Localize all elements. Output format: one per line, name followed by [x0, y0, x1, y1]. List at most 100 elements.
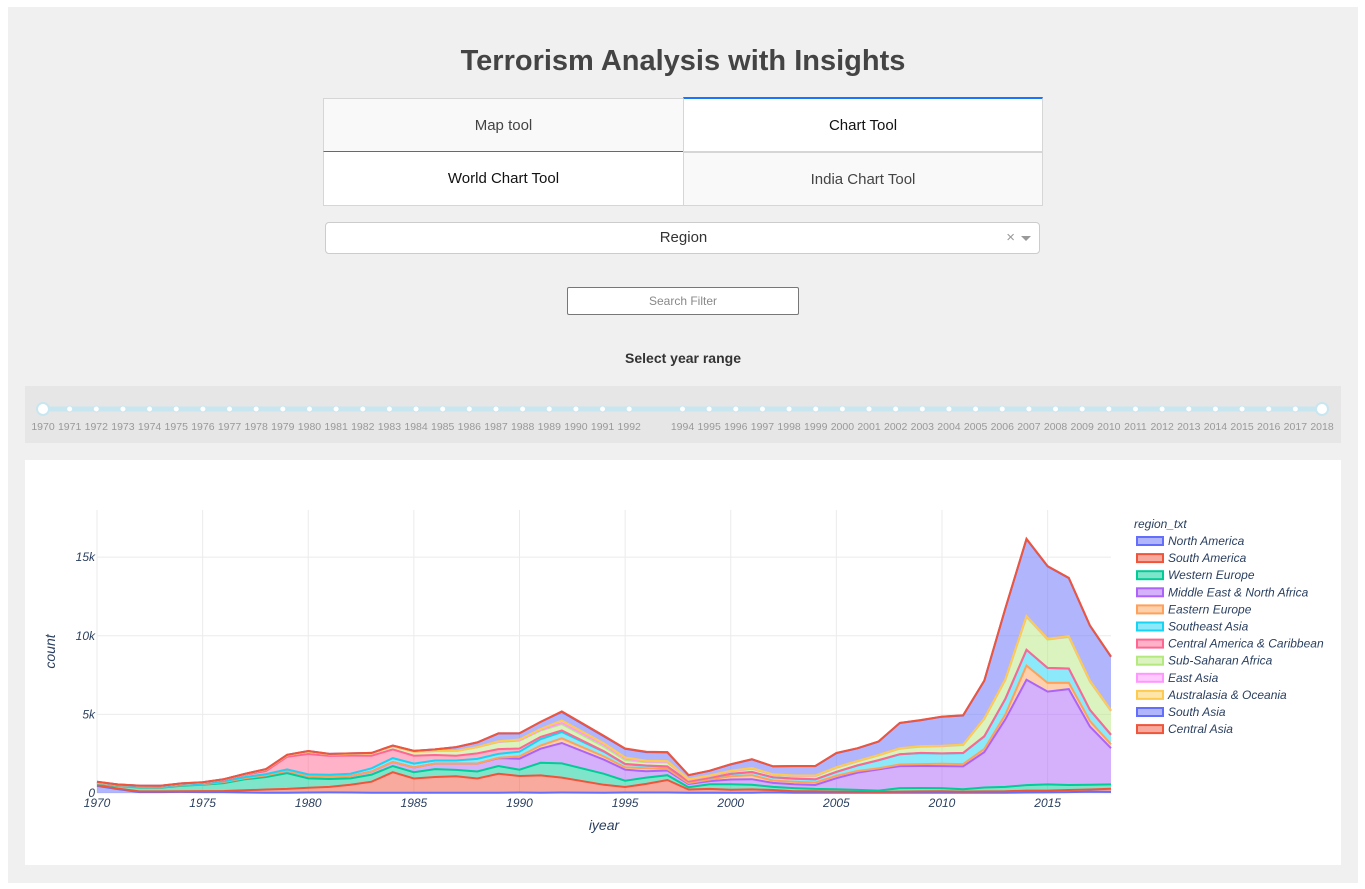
slider-mark-label: 1970	[31, 421, 55, 433]
slider-mark-label: 1987	[484, 421, 508, 433]
slider-mark-dot[interactable]	[918, 405, 926, 413]
slider-mark-dot[interactable]	[865, 405, 873, 413]
slider-mark-dot[interactable]	[1291, 405, 1299, 413]
year-range-slider[interactable]: 1970 1971 1972 1973 1974 1975 1976 1977 1978 1979…	[25, 386, 1341, 443]
slider-mark-dot[interactable]	[492, 405, 500, 413]
slider-mark-label: 1991	[591, 421, 615, 433]
stacked-area-chart: 1970 1975 1980 1985 1990 1995 2000 2005 2010 2015…	[42, 510, 1324, 833]
legend-item[interactable]: South Asia	[1168, 705, 1226, 719]
slider-mark-dot[interactable]	[226, 405, 234, 413]
legend-swatch[interactable]	[1136, 655, 1164, 666]
slider-mark-dot[interactable]	[1105, 405, 1113, 413]
slider-mark-dot[interactable]	[172, 405, 180, 413]
tab-map-tool[interactable]: Map tool	[323, 98, 684, 152]
legend-item[interactable]: Middle East & North Africa	[1168, 585, 1309, 599]
clear-icon[interactable]: ×	[1006, 229, 1015, 246]
slider-mark-dot[interactable]	[279, 405, 287, 413]
legend-item[interactable]: Southeast Asia	[1168, 620, 1249, 634]
slider-mark-dot[interactable]	[1211, 405, 1219, 413]
slider-mark-dot[interactable]	[998, 405, 1006, 413]
slider-mark-dot[interactable]	[945, 405, 953, 413]
slider-mark-label: 1996	[724, 421, 748, 433]
legend-swatch[interactable]	[1136, 553, 1164, 564]
slider-mark-dot[interactable]	[572, 405, 580, 413]
slider-mark-dot[interactable]	[1265, 405, 1273, 413]
slider-mark-label: 2016	[1257, 421, 1281, 433]
slider-handle-end[interactable]	[1315, 402, 1329, 416]
legend-item[interactable]: Central Asia	[1168, 722, 1233, 736]
legend-item[interactable]: East Asia	[1168, 671, 1219, 685]
x-tick-label: 2000	[716, 796, 744, 810]
slider-mark-dot[interactable]	[465, 405, 473, 413]
legend-item[interactable]: Central America & Caribbean	[1168, 637, 1324, 651]
slider-mark-dot[interactable]	[412, 405, 420, 413]
slider-mark-dot[interactable]	[599, 405, 607, 413]
legend-item[interactable]: Eastern Europe	[1168, 602, 1252, 616]
slider-mark-dot[interactable]	[838, 405, 846, 413]
tab-chart-tool[interactable]: Chart Tool	[683, 97, 1043, 152]
legend-swatch[interactable]	[1136, 570, 1164, 581]
slider-mark-dot[interactable]	[1078, 405, 1086, 413]
area-south-america[interactable]	[97, 772, 1111, 793]
slider-mark-dot[interactable]	[1185, 405, 1193, 413]
slider-mark-dot[interactable]	[1238, 405, 1246, 413]
legend-item[interactable]: South America	[1168, 551, 1247, 565]
slider-mark-dot[interactable]	[92, 405, 100, 413]
legend-swatch[interactable]	[1136, 689, 1164, 700]
slider-mark-dot[interactable]	[305, 405, 313, 413]
legend-swatch[interactable]	[1136, 587, 1164, 598]
legend-swatch[interactable]	[1136, 536, 1164, 546]
slider-mark-dot[interactable]	[892, 405, 900, 413]
legend-item[interactable]: Sub-Saharan Africa	[1168, 654, 1273, 668]
slider-mark-dot[interactable]	[385, 405, 393, 413]
slider-mark-dot[interactable]	[1025, 405, 1033, 413]
legend-swatch[interactable]	[1136, 604, 1164, 615]
legend-swatch[interactable]	[1136, 724, 1164, 735]
line-western-europe	[96, 761, 1112, 792]
slider-mark-dot[interactable]	[1158, 405, 1166, 413]
slider-mark-dot[interactable]	[758, 405, 766, 413]
slider-mark-dot[interactable]	[1052, 405, 1060, 413]
chevron-down-icon[interactable]	[1021, 236, 1031, 241]
slider-mark-dot[interactable]	[705, 405, 713, 413]
slider-mark-label: 2003	[911, 421, 935, 433]
tab-india-chart-tool[interactable]: India Chart Tool	[683, 152, 1043, 206]
slider-mark-dot[interactable]	[119, 405, 127, 413]
legend-item[interactable]: Australasia & Oceania	[1167, 688, 1287, 702]
tab-world-chart-tool[interactable]: World Chart Tool	[323, 152, 684, 206]
slider-mark-dot[interactable]	[1131, 405, 1139, 413]
slider-mark-dot[interactable]	[679, 405, 686, 413]
area-middle-east-north-africa[interactable]	[97, 679, 1111, 791]
slider-mark-dot[interactable]	[359, 405, 367, 413]
search-filter-input[interactable]	[567, 287, 799, 315]
slider-mark-dot[interactable]	[439, 405, 447, 413]
legend-item[interactable]: Western Europe	[1168, 568, 1255, 582]
slider-mark-dot[interactable]	[812, 405, 820, 413]
legend-swatch[interactable]	[1136, 707, 1164, 717]
slider-mark-label: 1982	[351, 421, 375, 433]
slider-mark-label: 2014	[1204, 421, 1228, 433]
legend-item[interactable]: North America	[1168, 534, 1245, 548]
slider-mark-dot[interactable]	[732, 405, 740, 413]
region-dropdown[interactable]: Region ×	[325, 222, 1040, 254]
slider-mark-label: 1985	[431, 421, 455, 433]
legend-title: region_txt	[1134, 517, 1187, 531]
slider-mark-dot[interactable]	[199, 405, 207, 413]
slider-mark-dot[interactable]	[519, 405, 527, 413]
legend-swatch[interactable]	[1136, 672, 1164, 683]
slider-mark-dot[interactable]	[252, 405, 260, 413]
slider-handle-start[interactable]	[36, 402, 50, 416]
year-range-label: Select year range	[625, 350, 741, 366]
slider-mark-dot[interactable]	[66, 405, 74, 413]
slider-mark-dot[interactable]	[972, 405, 980, 413]
slider-mark-dot[interactable]	[625, 405, 633, 413]
slider-mark-dot[interactable]	[146, 405, 154, 413]
slider-mark-label: 1978	[244, 421, 268, 433]
slider-mark-label: 2006	[991, 421, 1015, 433]
legend-swatch[interactable]	[1136, 621, 1164, 632]
x-tick-label: 1990	[506, 796, 533, 810]
slider-mark-dot[interactable]	[332, 405, 340, 413]
slider-mark-dot[interactable]	[785, 405, 793, 413]
legend-swatch[interactable]	[1136, 638, 1164, 649]
slider-mark-dot[interactable]	[545, 405, 553, 413]
